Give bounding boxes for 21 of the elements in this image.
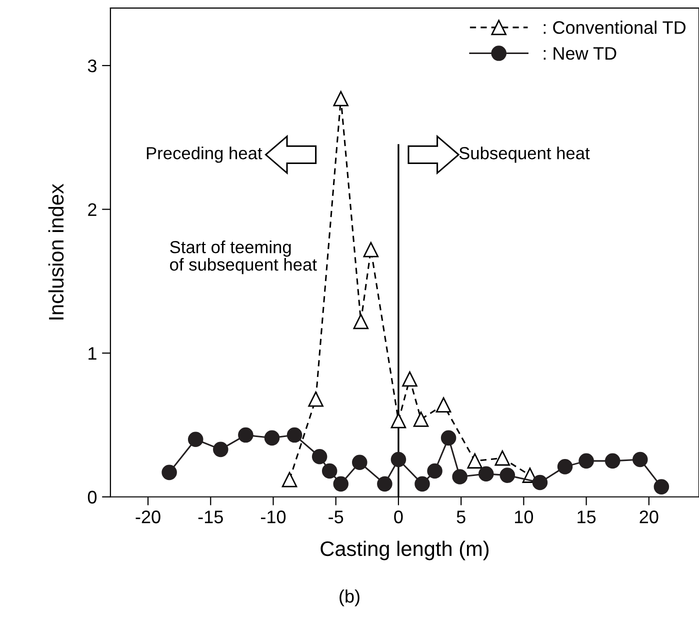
annotation: Start of teeming of subsequent heat	[170, 240, 317, 274]
text: (b)	[340, 589, 360, 606]
legend-label: : New TD	[544, 47, 616, 60]
x-tick-label: 10	[515, 510, 534, 524]
y-tick-label: 0	[88, 490, 97, 504]
legend-label: : Conventional TD	[544, 20, 686, 34]
x-tick-label: 0	[394, 510, 403, 524]
x-tick-label: 20	[640, 510, 658, 524]
x-tick-label: 15	[578, 510, 596, 524]
y-axis-title: Inclusion index	[48, 184, 64, 320]
annotation: Subsequent heat	[459, 146, 590, 163]
x-tick-label: -5	[328, 510, 344, 524]
y-tick-label: 1	[88, 347, 96, 360]
x-tick-label: -10	[260, 510, 286, 524]
annotation: Preceding heat	[146, 146, 262, 163]
x-axis-title: Casting length (m)	[320, 540, 489, 560]
y-tick-label: 3	[88, 59, 96, 72]
x-tick-label: 5	[456, 510, 466, 524]
x-tick-label: -15	[198, 510, 223, 524]
x-tick-label: -20	[136, 510, 160, 524]
y-tick-label: 2	[88, 203, 96, 216]
